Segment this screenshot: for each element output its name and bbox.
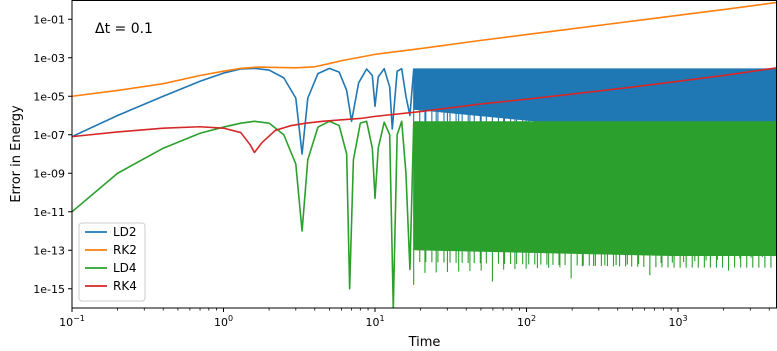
legend-label-rk4: RK4 <box>113 279 137 293</box>
legend-label-rk2: RK2 <box>113 243 137 257</box>
x-tick-label: 101 <box>365 314 384 329</box>
legend: LD2 RK2 LD4 RK4 <box>78 222 146 302</box>
y-tick-label: 1e-11 <box>33 206 65 219</box>
y-tick-label: 1e-13 <box>33 244 65 257</box>
x-tick-label: 100 <box>214 314 233 329</box>
timestep-annotation: Δt = 0.1 <box>95 21 153 37</box>
y-tick-label: 1e-07 <box>33 129 65 142</box>
ticks: 10−1 100 101 102 103 1e-01 1e-03 1e-05 1e-07 1e-0… <box>33 13 770 329</box>
legend-label-ld4: LD4 <box>113 261 137 275</box>
legend-box <box>78 222 146 302</box>
y-tick-label: 1e-03 <box>33 52 65 65</box>
ld2-series-line <box>72 67 415 155</box>
x-axis-title: Time <box>408 335 441 350</box>
x-tick-label: 10−1 <box>59 314 85 329</box>
plot-area <box>72 1 777 308</box>
x-tick-label: 102 <box>517 314 536 329</box>
rk2-series-line <box>72 1 777 98</box>
y-tick-label: 1e-05 <box>33 90 65 103</box>
y-axis-title: Error in Energy <box>9 105 24 203</box>
y-tick-label: 1e-09 <box>33 167 65 180</box>
ld2-oscillation-band <box>413 68 777 153</box>
y-tick-label: 1e-01 <box>33 13 65 26</box>
y-tick-label: 1e-15 <box>33 283 65 296</box>
rk4-series-line <box>72 67 777 154</box>
x-tick-label: 103 <box>668 314 687 329</box>
ld4-series-line <box>72 120 415 308</box>
legend-label-ld2: LD2 <box>113 225 137 239</box>
ld4-oscillation-band <box>413 121 777 285</box>
